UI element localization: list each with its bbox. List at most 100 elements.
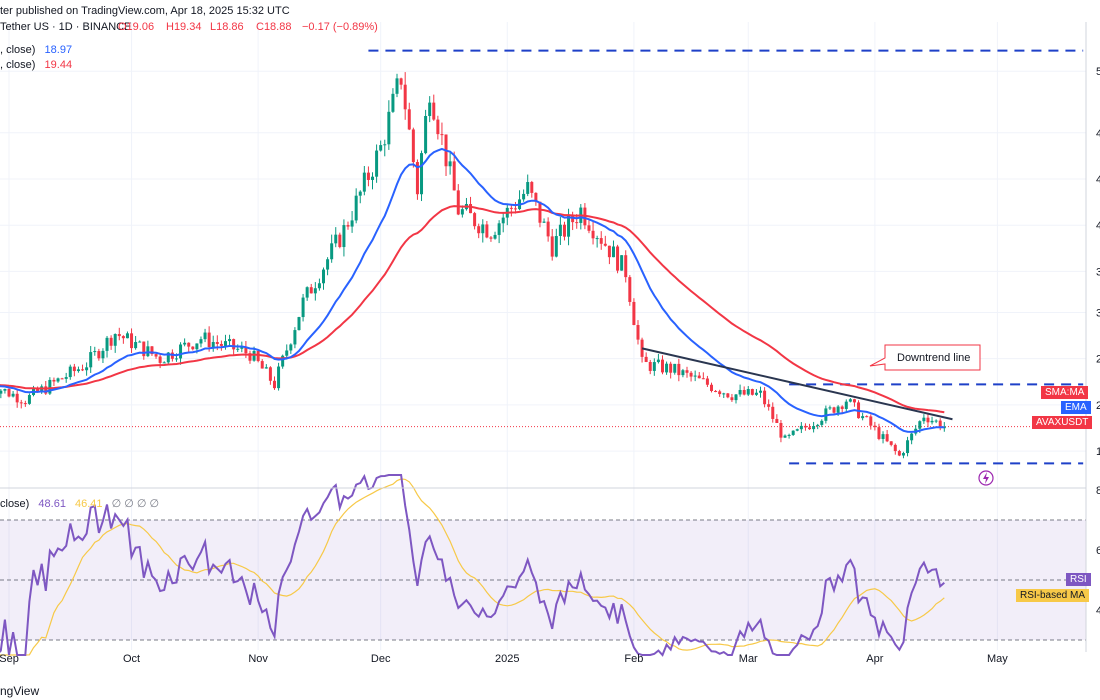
- candle-body: [0, 390, 3, 394]
- candle-body: [191, 346, 195, 350]
- y-tick-label: 1: [1096, 446, 1100, 458]
- candle-body: [746, 389, 750, 395]
- candle-body: [791, 430, 795, 435]
- candle-body: [693, 375, 697, 377]
- candle-body: [730, 397, 734, 401]
- ema-legend-value: 18.97: [44, 44, 73, 56]
- candles: [0, 72, 946, 459]
- rsi-ma-tag: RSI-based MA: [1016, 589, 1090, 602]
- ema-legend[interactable]: , close) 18.97: [0, 44, 72, 56]
- footer: ngView: [0, 684, 40, 698]
- candle-body: [542, 221, 546, 223]
- rsi-band: [0, 519, 1086, 641]
- candle-body: [456, 190, 460, 215]
- candle-body: [23, 403, 27, 405]
- candle-body: [697, 375, 701, 379]
- rsi-extra-values: ∅ ∅ ∅ ∅: [111, 498, 160, 510]
- candle-body: [526, 182, 530, 194]
- candle-body: [595, 238, 599, 240]
- candle-body: [734, 394, 738, 401]
- lightning-icon[interactable]: [978, 470, 994, 486]
- candle-body: [371, 176, 375, 180]
- candle-body: [260, 361, 264, 369]
- candle-body: [387, 111, 391, 145]
- candle-body: [705, 378, 709, 385]
- candle-body: [485, 224, 489, 238]
- candle-body: [587, 225, 591, 231]
- candle-body: [873, 425, 877, 428]
- candle-body: [554, 236, 558, 257]
- candle-body: [538, 201, 542, 223]
- ohlc-high: H19.34: [166, 21, 202, 33]
- candle-body: [477, 226, 481, 234]
- candle-body: [493, 234, 497, 239]
- candle-body: [334, 234, 338, 244]
- candle-body: [117, 334, 121, 337]
- sma-price-tag: SMA:MA: [1041, 386, 1089, 399]
- candle-body: [64, 377, 68, 379]
- candle-body: [232, 339, 236, 350]
- candle-body: [938, 420, 942, 429]
- candle-body: [7, 389, 11, 397]
- rsi-legend[interactable]: close) 48.61 46.41 ∅ ∅ ∅ ∅: [0, 497, 159, 510]
- candle-body: [321, 269, 325, 284]
- candle-body: [240, 346, 244, 349]
- candle-body: [677, 363, 681, 376]
- rsi-lines: [0, 473, 945, 657]
- sma-legend-label: , close): [0, 59, 36, 71]
- ohlc-open: O19.06: [118, 21, 155, 33]
- candle-body: [383, 144, 387, 146]
- candle-body: [395, 78, 399, 94]
- x-tick-label: Feb: [624, 653, 643, 665]
- candle-body: [611, 246, 615, 258]
- callout-text: Downtrend line: [897, 352, 970, 364]
- candle-body: [460, 209, 464, 215]
- symbol-text[interactable]: Tether US · 1D · BINANCE: [0, 21, 132, 33]
- candle-body: [795, 429, 799, 431]
- candle-body: [187, 342, 191, 347]
- candle-body: [546, 221, 550, 237]
- ohlc-change: −0.17 (−0.89%): [302, 21, 378, 33]
- candle-body: [865, 416, 869, 418]
- rsi-ma-legend-value: 46.41: [75, 498, 103, 510]
- candle-body: [264, 367, 268, 369]
- candle-body: [550, 236, 554, 257]
- x-tick-label: Mar: [739, 653, 758, 665]
- candle-body: [750, 389, 754, 395]
- candle-body: [256, 350, 260, 362]
- candle-body: [885, 434, 889, 442]
- candle-body: [473, 213, 477, 227]
- candle-body: [350, 220, 354, 227]
- candle-body: [150, 346, 154, 355]
- header: ter published on TradingView.com, Apr 18…: [0, 0, 1100, 33]
- candle-body: [252, 350, 256, 361]
- candle-body: [244, 346, 248, 354]
- published-text: ter published on TradingView.com, Apr 18…: [0, 5, 290, 17]
- candle-body: [832, 407, 836, 413]
- candle-body: [852, 399, 856, 403]
- candle-body: [648, 361, 652, 371]
- candle-body: [640, 339, 644, 357]
- x-tick-label: May: [987, 653, 1008, 665]
- candle-body: [183, 342, 187, 345]
- candle-body: [934, 420, 938, 422]
- candle-body: [15, 393, 19, 403]
- candle-body: [72, 366, 76, 372]
- candle-body: [11, 393, 15, 397]
- candle-body: [154, 354, 158, 357]
- x-tick-label: Apr: [866, 653, 883, 665]
- y-tick-label: 2: [1096, 400, 1100, 412]
- candle-body: [89, 352, 93, 368]
- rsi-legend-label: close): [0, 498, 30, 510]
- candle-body: [632, 301, 636, 326]
- candle-body: [926, 417, 930, 423]
- y-tick-label: 3: [1096, 307, 1100, 319]
- candle-body: [828, 407, 832, 409]
- sma-legend[interactable]: , close) 19.44: [0, 59, 72, 71]
- candle-body: [301, 297, 305, 318]
- candle-body: [534, 192, 538, 202]
- candle-body: [522, 193, 526, 200]
- ema-price-tag: EMA: [1061, 401, 1091, 414]
- candle-body: [930, 420, 934, 423]
